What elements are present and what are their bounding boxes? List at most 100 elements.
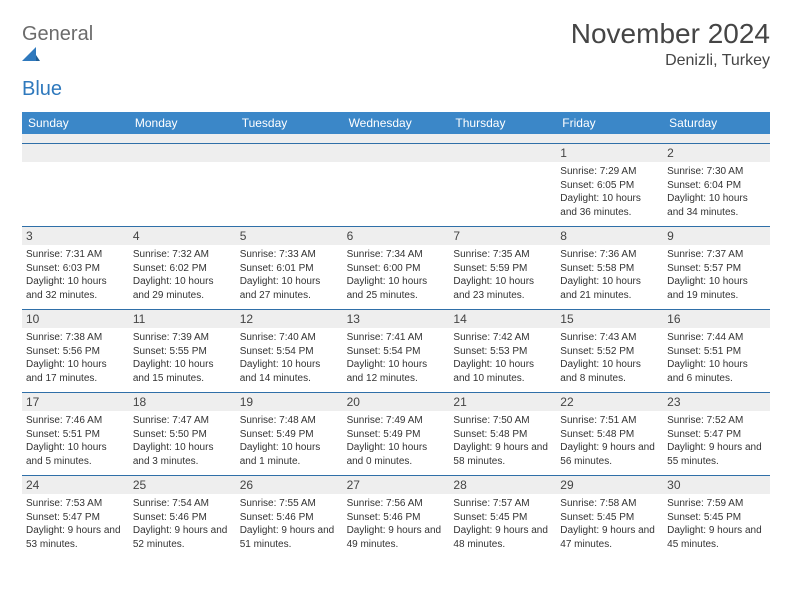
daylight-text: Daylight: 9 hours and 47 minutes. — [560, 524, 659, 551]
day-details: Sunrise: 7:55 AMSunset: 5:46 PMDaylight:… — [240, 497, 339, 551]
logo-word1: General — [22, 23, 93, 45]
sunset-text: Sunset: 5:46 PM — [133, 511, 232, 525]
day-number — [449, 144, 556, 162]
day-number: 26 — [236, 476, 343, 494]
day-number: 25 — [129, 476, 236, 494]
sunrise-text: Sunrise: 7:46 AM — [26, 414, 125, 428]
day-details: Sunrise: 7:43 AMSunset: 5:52 PMDaylight:… — [560, 331, 659, 385]
day-number: 10 — [22, 310, 129, 328]
header: General Blue November 2024 Denizli, Turk… — [22, 18, 770, 100]
sunrise-text: Sunrise: 7:57 AM — [453, 497, 552, 511]
daylight-text: Daylight: 9 hours and 56 minutes. — [560, 441, 659, 468]
day-number: 3 — [22, 227, 129, 245]
day-number — [343, 144, 450, 162]
weekday-label: Wednesday — [343, 112, 450, 134]
sunset-text: Sunset: 5:45 PM — [453, 511, 552, 525]
title-block: November 2024 Denizli, Turkey — [571, 18, 770, 70]
day-number: 11 — [129, 310, 236, 328]
daylight-text: Daylight: 9 hours and 45 minutes. — [667, 524, 766, 551]
day-cell: 11 Sunrise: 7:39 AMSunset: 5:55 PMDayligh… — [129, 310, 236, 392]
day-number — [236, 144, 343, 162]
day-number: 21 — [449, 393, 556, 411]
day-cell: 4Sunrise: 7:32 AMSunset: 6:02 PMDaylight… — [129, 227, 236, 309]
sunrise-text: Sunrise: 7:36 AM — [560, 248, 659, 262]
day-number: 17 — [22, 393, 129, 411]
sunrise-text: Sunrise: 7:32 AM — [133, 248, 232, 262]
day-details: Sunrise: 7:41 AMSunset: 5:54 PMDaylight:… — [347, 331, 446, 385]
week-row: 1Sunrise: 7:29 AMSunset: 6:05 PMDaylight… — [22, 144, 770, 227]
daylight-text: Daylight: 10 hours and 15 minutes. — [133, 358, 232, 385]
day-number — [129, 144, 236, 162]
day-cell — [129, 144, 236, 226]
day-number — [22, 144, 129, 162]
day-details: Sunrise: 7:52 AMSunset: 5:47 PMDaylight:… — [667, 414, 766, 468]
day-number: 5 — [236, 227, 343, 245]
sunset-text: Sunset: 6:04 PM — [667, 179, 766, 193]
sunset-text: Sunset: 5:57 PM — [667, 262, 766, 276]
sunset-text: Sunset: 5:46 PM — [347, 511, 446, 525]
day-details: Sunrise: 7:34 AMSunset: 6:00 PMDaylight:… — [347, 248, 446, 302]
sunrise-text: Sunrise: 7:35 AM — [453, 248, 552, 262]
sunrise-text: Sunrise: 7:37 AM — [667, 248, 766, 262]
day-cell: 22Sunrise: 7:51 AMSunset: 5:48 PMDayligh… — [556, 393, 663, 475]
day-number: 23 — [663, 393, 770, 411]
day-number: 14 — [449, 310, 556, 328]
day-details: Sunrise: 7:57 AMSunset: 5:45 PMDaylight:… — [453, 497, 552, 551]
day-cell: 23 Sunrise: 7:52 AMSunset: 5:47 PMDayligh… — [663, 393, 770, 475]
day-number: 24 — [22, 476, 129, 494]
daylight-text: Daylight: 10 hours and 6 minutes. — [667, 358, 766, 385]
sunset-text: Sunset: 5:52 PM — [560, 345, 659, 359]
daylight-text: Daylight: 10 hours and 19 minutes. — [667, 275, 766, 302]
day-details: Sunrise: 7:51 AMSunset: 5:48 PMDaylight:… — [560, 414, 659, 468]
weekday-header: Sunday Monday Tuesday Wednesday Thursday… — [22, 112, 770, 134]
day-cell: 21Sunrise: 7:50 AMSunset: 5:48 PMDayligh… — [449, 393, 556, 475]
sunset-text: Sunset: 5:49 PM — [240, 428, 339, 442]
daylight-text: Daylight: 10 hours and 32 minutes. — [26, 275, 125, 302]
daylight-text: Daylight: 10 hours and 34 minutes. — [667, 192, 766, 219]
sunrise-text: Sunrise: 7:54 AM — [133, 497, 232, 511]
day-details: Sunrise: 7:47 AMSunset: 5:50 PMDaylight:… — [133, 414, 232, 468]
day-details: Sunrise: 7:40 AMSunset: 5:54 PMDaylight:… — [240, 331, 339, 385]
sunset-text: Sunset: 5:51 PM — [26, 428, 125, 442]
daylight-text: Daylight: 10 hours and 3 minutes. — [133, 441, 232, 468]
day-details: Sunrise: 7:58 AMSunset: 5:45 PMDaylight:… — [560, 497, 659, 551]
day-details: Sunrise: 7:38 AMSunset: 5:56 PMDaylight:… — [26, 331, 125, 385]
daylight-text: Daylight: 10 hours and 27 minutes. — [240, 275, 339, 302]
day-number: 20 — [343, 393, 450, 411]
day-details: Sunrise: 7:59 AMSunset: 5:45 PMDaylight:… — [667, 497, 766, 551]
sunset-text: Sunset: 6:05 PM — [560, 179, 659, 193]
day-details: Sunrise: 7:37 AMSunset: 5:57 PMDaylight:… — [667, 248, 766, 302]
day-details: Sunrise: 7:49 AMSunset: 5:49 PMDaylight:… — [347, 414, 446, 468]
weekday-label: Monday — [129, 112, 236, 134]
day-number: 2 — [663, 144, 770, 162]
daylight-text: Daylight: 10 hours and 29 minutes. — [133, 275, 232, 302]
day-cell: 25Sunrise: 7:54 AMSunset: 5:46 PMDayligh… — [129, 476, 236, 558]
day-cell: 18 Sunrise: 7:47 AMSunset: 5:50 PMDayligh… — [129, 393, 236, 475]
day-number: 7 — [449, 227, 556, 245]
daylight-text: Daylight: 10 hours and 21 minutes. — [560, 275, 659, 302]
day-number: 18 — [129, 393, 236, 411]
sunrise-text: Sunrise: 7:34 AM — [347, 248, 446, 262]
day-cell: 7Sunrise: 7:35 AMSunset: 5:59 PMDaylight… — [449, 227, 556, 309]
sunset-text: Sunset: 6:02 PM — [133, 262, 232, 276]
day-cell: 30Sunrise: 7:59 AMSunset: 5:45 PMDayligh… — [663, 476, 770, 558]
day-cell: 26 Sunrise: 7:55 AMSunset: 5:46 PMDayligh… — [236, 476, 343, 558]
daylight-text: Daylight: 10 hours and 23 minutes. — [453, 275, 552, 302]
week-row: 24Sunrise: 7:53 AMSunset: 5:47 PMDayligh… — [22, 476, 770, 558]
sunset-text: Sunset: 6:03 PM — [26, 262, 125, 276]
week-row: 17Sunrise: 7:46 AMSunset: 5:51 PMDayligh… — [22, 393, 770, 476]
sunset-text: Sunset: 5:53 PM — [453, 345, 552, 359]
daylight-text: Daylight: 10 hours and 1 minute. — [240, 441, 339, 468]
day-details: Sunrise: 7:39 AMSunset: 5:55 PMDaylight:… — [133, 331, 232, 385]
day-cell: 19Sunrise: 7:48 AMSunset: 5:49 PMDayligh… — [236, 393, 343, 475]
sunrise-text: Sunrise: 7:48 AM — [240, 414, 339, 428]
day-details: Sunrise: 7:46 AMSunset: 5:51 PMDaylight:… — [26, 414, 125, 468]
day-details: Sunrise: 7:42 AMSunset: 5:53 PMDaylight:… — [453, 331, 552, 385]
weekday-label: Sunday — [22, 112, 129, 134]
sunset-text: Sunset: 5:55 PM — [133, 345, 232, 359]
weekday-label: Saturday — [663, 112, 770, 134]
sunrise-text: Sunrise: 7:40 AM — [240, 331, 339, 345]
daylight-text: Daylight: 9 hours and 48 minutes. — [453, 524, 552, 551]
sunrise-text: Sunrise: 7:51 AM — [560, 414, 659, 428]
day-cell: 12Sunrise: 7:40 AMSunset: 5:54 PMDayligh… — [236, 310, 343, 392]
